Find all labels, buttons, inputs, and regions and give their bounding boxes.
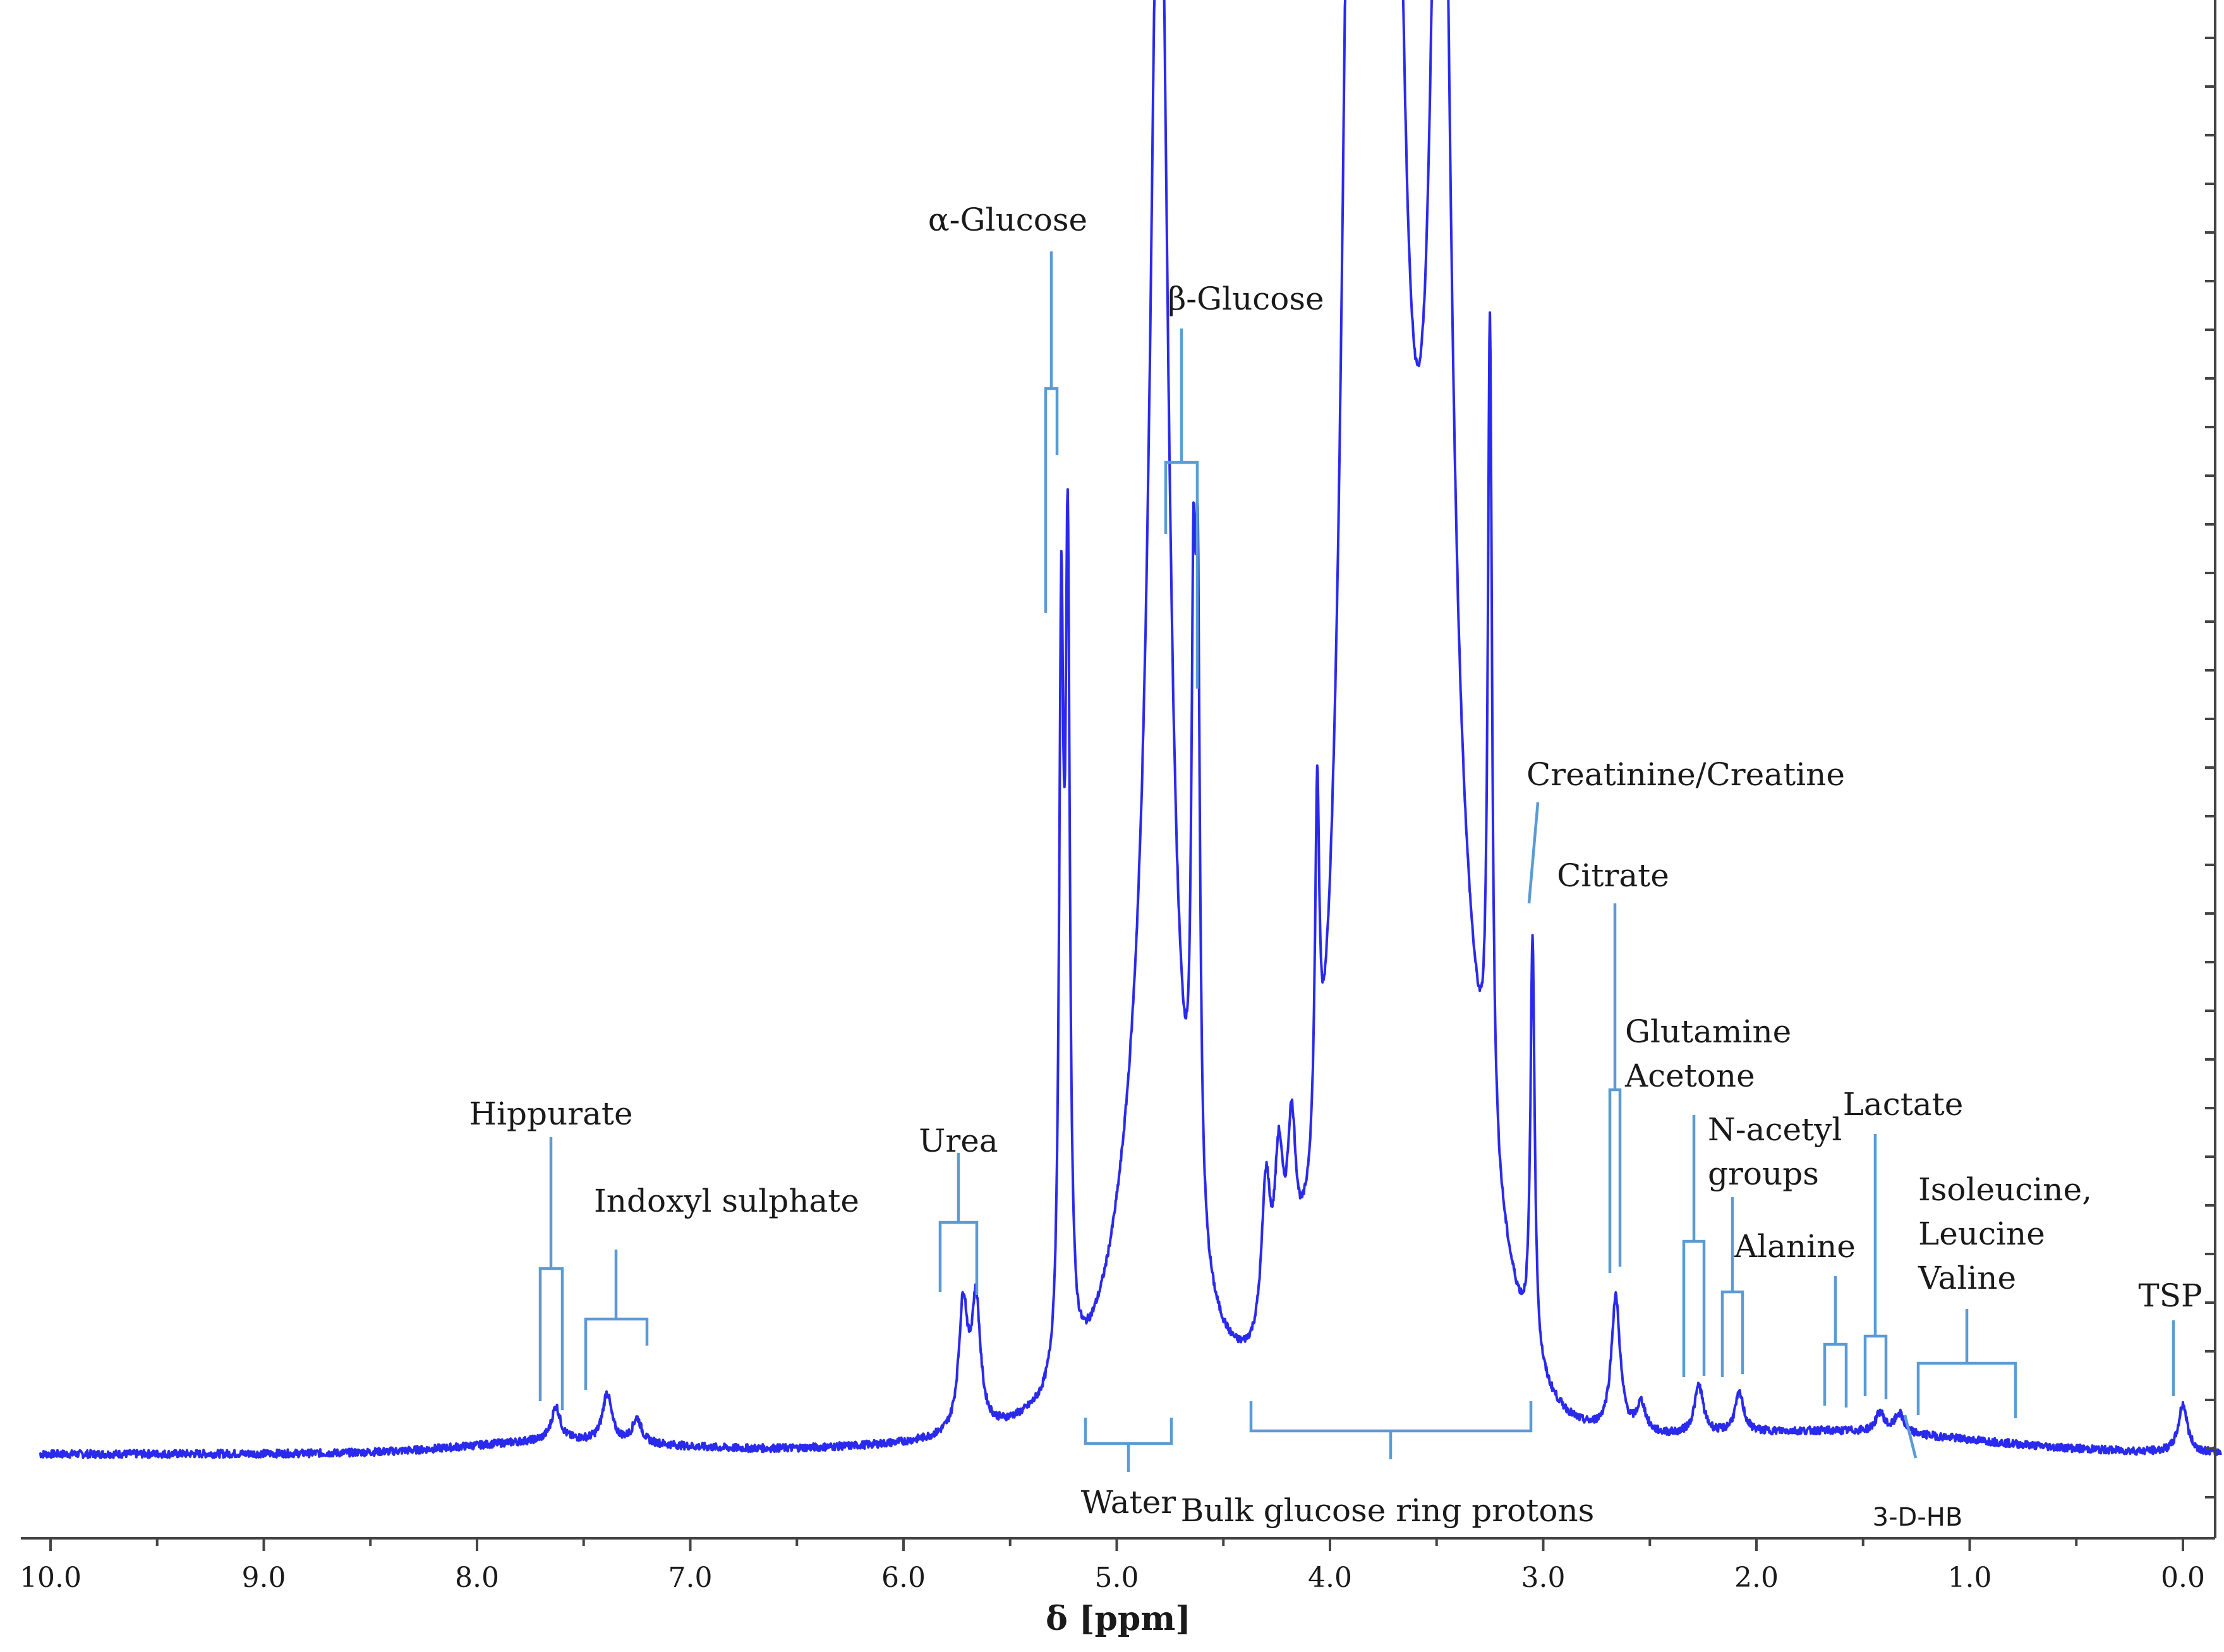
bulk-glucose-bracket	[1249, 1401, 1533, 1459]
label-beta-glucose: β-Glucose	[1168, 280, 1324, 317]
label-creatinine-creatine: Creatinine/Creatine	[1526, 756, 1845, 793]
label-glutamine: Glutamine	[1625, 1013, 1791, 1050]
3dhb-leader	[1903, 1414, 1918, 1459]
label-bulk-glucose: Bulk glucose ring protons	[1181, 1492, 1595, 1529]
x-tick-label: 10.0	[20, 1562, 82, 1594]
label-urea: Urea	[919, 1123, 998, 1159]
label-tsp: TSP	[2138, 1277, 2202, 1314]
label-groups: groups	[1708, 1155, 1819, 1192]
x-tick-label: 1.0	[1948, 1562, 1992, 1594]
x-tick-label: 7.0	[668, 1562, 713, 1594]
bcaa-bracket	[1916, 1309, 2017, 1418]
x-tick-label: 8.0	[455, 1562, 499, 1594]
beta-glucose-bracket	[1164, 329, 1199, 689]
label-valine: Valine	[1918, 1260, 2016, 1296]
x-axis-label: δ [ppm]	[1046, 1600, 1191, 1638]
right-axis-ticks	[2205, 37, 2215, 1498]
label-alpha-glucose: α-Glucose	[928, 202, 1087, 238]
n-acetyl-bracket	[1682, 1115, 1706, 1377]
axes: 10.0 9.0 8.0 7.0 6.0 5.0 4.0 3.0 2.0 1.0 0.0	[20, 0, 2216, 1594]
label-isoleucine: Isoleucine,	[1918, 1171, 2092, 1208]
urea-bracket	[938, 1153, 979, 1295]
creatinine-leader	[1527, 802, 1540, 904]
citrate-bracket	[1608, 903, 1622, 1273]
label-3-d-hb: 3-D-HB	[1873, 1503, 1963, 1532]
indoxyl-sulphate-bracket	[584, 1250, 649, 1390]
annotation-labels: Hippurate Indoxyl sulphate Urea α-Glucos…	[469, 202, 2202, 1532]
label-leucine: Leucine	[1918, 1215, 2045, 1252]
lactate-bracket-left	[1823, 1276, 1848, 1408]
label-n-acetyl: N-acetyl	[1708, 1111, 1842, 1148]
label-alanine: Alanine	[1734, 1228, 1856, 1265]
x-tick-label: 5.0	[1095, 1562, 1139, 1594]
x-tick-label: 2.0	[1734, 1562, 1779, 1594]
spectrum-line	[39, 0, 2222, 1459]
label-lactate: Lactate	[1843, 1086, 1964, 1123]
label-acetone: Acetone	[1624, 1058, 1755, 1094]
label-citrate: Citrate	[1557, 857, 1669, 894]
alanine-bracket	[1720, 1197, 1744, 1377]
water-bracket	[1084, 1418, 1173, 1472]
x-tick-label: 6.0	[881, 1562, 926, 1594]
label-indoxyl-sulphate: Indoxyl sulphate	[594, 1183, 859, 1219]
alpha-glucose-bracket	[1044, 251, 1059, 613]
label-hippurate: Hippurate	[469, 1095, 632, 1132]
x-tick-label: 4.0	[1308, 1562, 1352, 1594]
x-tick-label: 0.0	[2161, 1562, 2205, 1594]
label-water: Water	[1081, 1484, 1176, 1521]
annotation-brackets	[538, 251, 2175, 1472]
x-tick-label: 3.0	[1521, 1562, 1566, 1594]
lactate-bracket-right	[1863, 1134, 1888, 1399]
x-axis-ticks: 10.0 9.0 8.0 7.0 6.0 5.0 4.0 3.0 2.0 1.0 0.0	[20, 1538, 2205, 1594]
x-tick-label: 9.0	[242, 1562, 286, 1594]
hippurate-bracket	[538, 1137, 564, 1410]
